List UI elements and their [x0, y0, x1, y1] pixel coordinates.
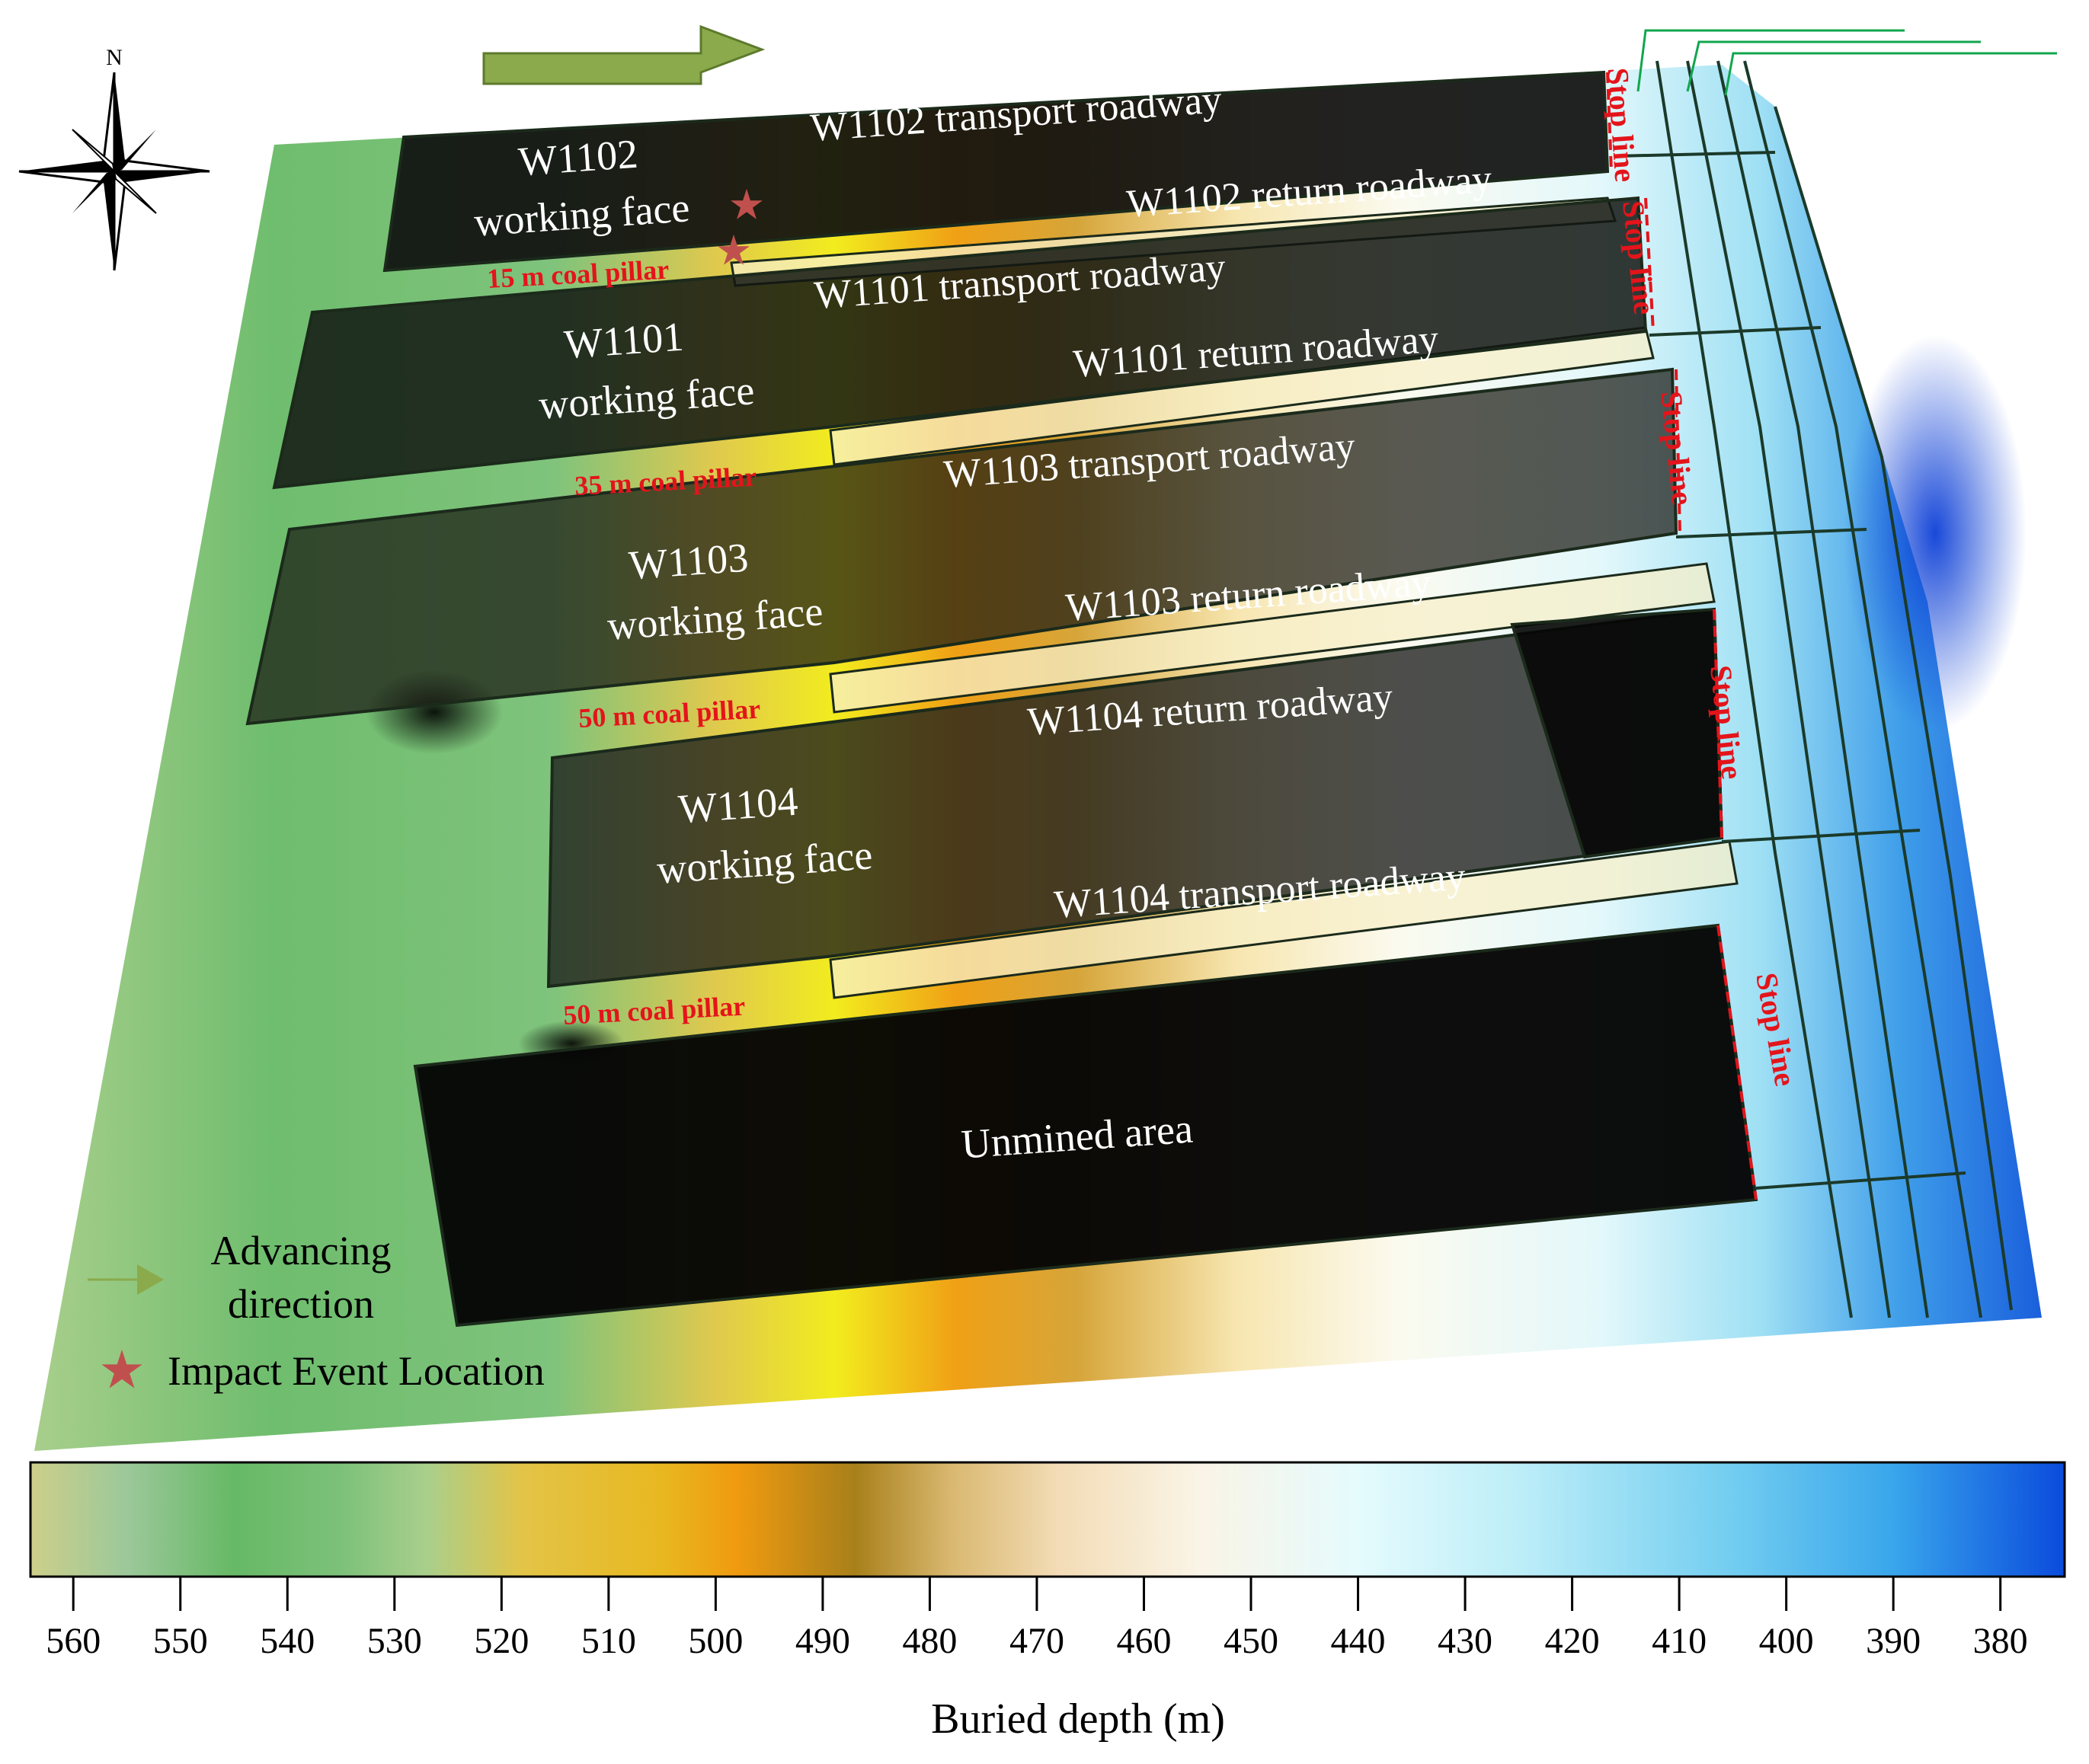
- colorbar-tick-label: 510: [581, 1621, 636, 1661]
- panel-w1102: [382, 70, 1610, 273]
- colorbar-fill: [29, 1461, 2066, 1578]
- shallow-zone: [1844, 335, 2027, 731]
- colorbar-tick-label: 420: [1545, 1621, 1600, 1661]
- panel-label-w1104: W1104: [677, 778, 799, 832]
- colorbar-tick-label: 490: [795, 1621, 850, 1661]
- legend-advancing-line2: direction: [228, 1281, 374, 1327]
- colorbar-tick-label: 430: [1438, 1621, 1492, 1661]
- stop-line-label: Stop line: [1601, 66, 1643, 183]
- colorbar-tick-label: 500: [688, 1621, 743, 1661]
- colorbar-tick-label: 480: [902, 1621, 957, 1661]
- colorbar-tick-label: 410: [1652, 1621, 1707, 1661]
- compass-rose: N: [18, 45, 210, 271]
- colorbar-tick-label: 470: [1009, 1621, 1064, 1661]
- roadway-network: [1614, 60, 2013, 1318]
- legend-advancing-line1: Advancing: [211, 1228, 392, 1273]
- north-label: N: [106, 45, 123, 70]
- colorbar-tick-label: 380: [1973, 1621, 2028, 1661]
- colorbar-ticks: 560 550 540 530 520 510 500 490 480 470 460 450 440 4…: [46, 1577, 2028, 1661]
- stop-lines: [1606, 72, 1758, 1200]
- panel-w1104-dark: [1510, 607, 1724, 859]
- panel-w1103: [245, 367, 1678, 726]
- panels: [245, 70, 1758, 1328]
- panel-label-w1103: W1103: [627, 535, 750, 589]
- colorbar-tick-label: 440: [1331, 1621, 1386, 1661]
- colorbar-tick-label: 390: [1866, 1621, 1921, 1661]
- panel-label-w1102: W1102: [517, 131, 639, 185]
- colorbar: 560 550 540 530 520 510 500 490 480 470 460 450 440 4…: [29, 1461, 2066, 1743]
- colorbar-tick-label: 540: [260, 1621, 315, 1661]
- colorbar-tick-label: 450: [1224, 1621, 1278, 1661]
- colorbar-tick-label: 520: [474, 1621, 529, 1661]
- colorbar-tick-label: 530: [367, 1621, 422, 1661]
- colorbar-tick-label: 460: [1116, 1621, 1171, 1661]
- legend-arrow-head: [137, 1264, 164, 1295]
- colorbar-title: Buried depth (m): [931, 1695, 1225, 1743]
- panel-label-w1101: W1101: [562, 314, 685, 368]
- legend-star-icon: [101, 1350, 142, 1389]
- colorbar-tick-label: 550: [153, 1621, 208, 1661]
- colorbar-tick-label: 400: [1759, 1621, 1814, 1661]
- impact-event-star: [718, 235, 750, 265]
- impact-event-star: [731, 189, 763, 219]
- inflow-lines: [1636, 29, 2057, 96]
- colorbar-tick-label: 560: [46, 1621, 101, 1661]
- advancing-direction-arrow: [482, 24, 766, 85]
- map-legend: Advancing direction Impact Event Locatio…: [88, 1228, 545, 1394]
- panel-w1101: [272, 196, 1648, 490]
- legend-impact-label: Impact Event Location: [168, 1348, 545, 1394]
